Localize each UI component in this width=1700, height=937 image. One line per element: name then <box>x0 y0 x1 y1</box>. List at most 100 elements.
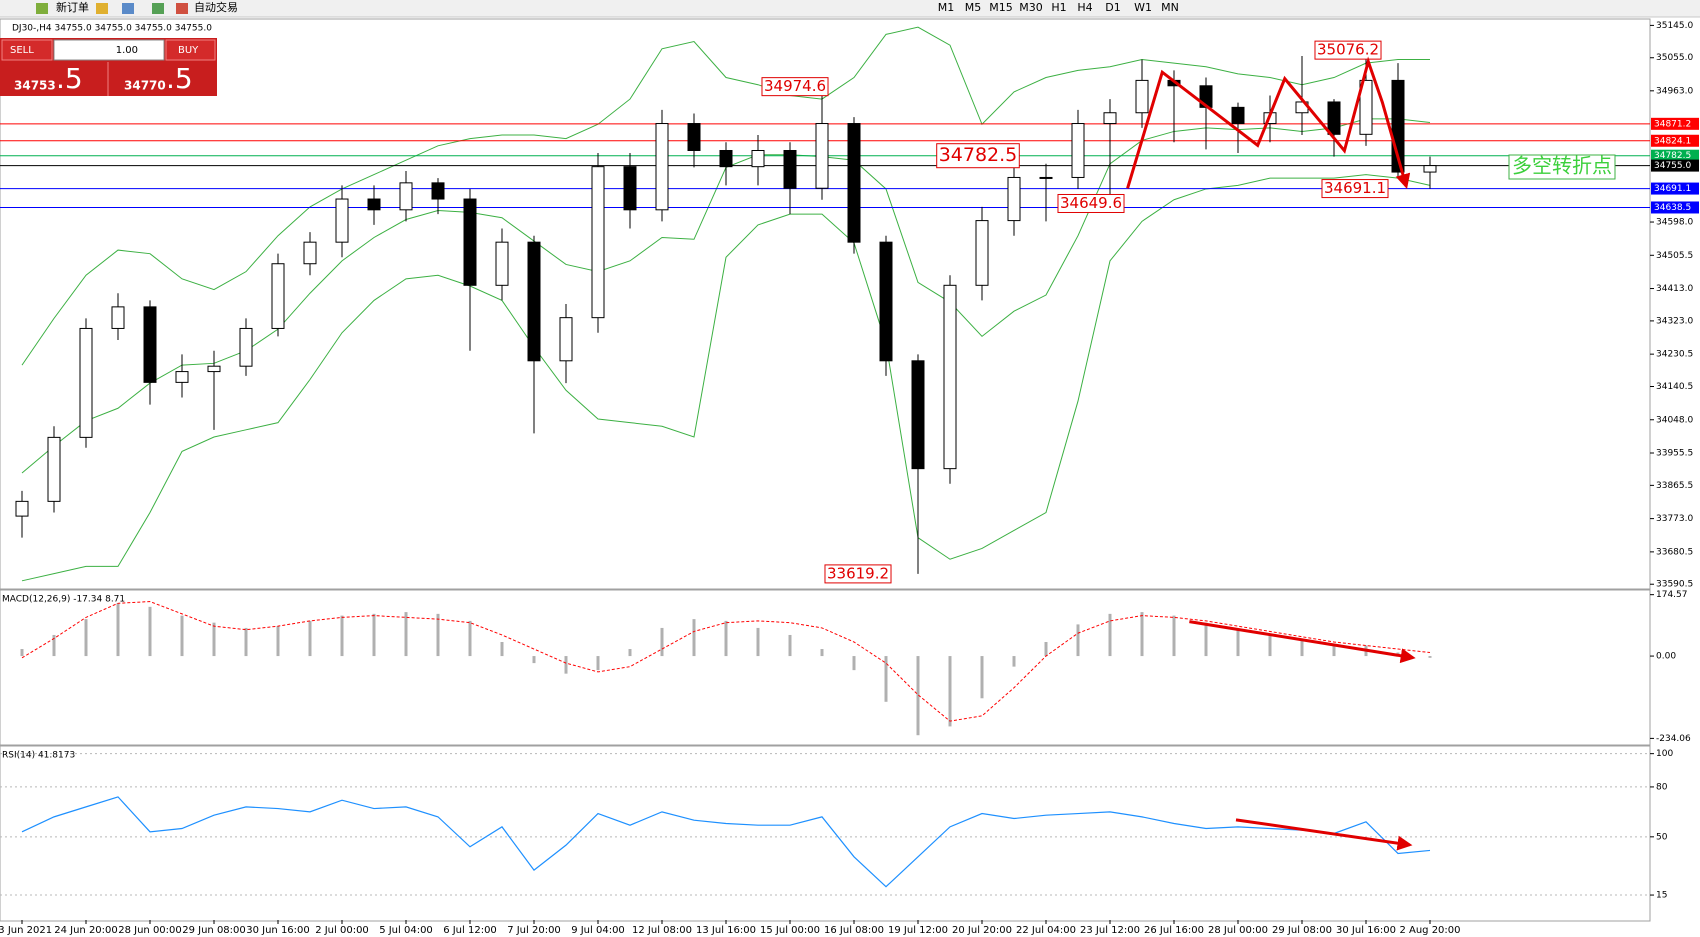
timeframe-button[interactable]: W1 <box>1134 1 1152 14</box>
x-tick-label: 20 Jul 20:00 <box>952 925 1012 936</box>
y-tick-label: 100 <box>1656 749 1673 759</box>
y-tick-label: 80 <box>1656 782 1668 792</box>
y-tick-label: 35055.0 <box>1656 53 1693 63</box>
macd-bar <box>500 642 504 657</box>
y-tick-label: 15 <box>1656 891 1667 901</box>
candle-body <box>1039 176 1053 179</box>
x-tick-label: 16 Jul 08:00 <box>824 925 884 936</box>
macd-bar <box>820 649 824 657</box>
candle-body <box>623 166 637 211</box>
macd-bar <box>212 622 216 657</box>
macd-bar <box>692 619 696 657</box>
toolbar-button[interactable]: 新订单 <box>56 0 89 14</box>
candle-body <box>1071 123 1085 178</box>
x-tick-label: 23 Jul 12:00 <box>1080 925 1140 936</box>
bollinger-lower <box>21 174 1431 582</box>
buy-label[interactable]: BUY <box>178 45 199 56</box>
candle-body <box>1135 79 1149 114</box>
bollinger-upper <box>21 26 1430 366</box>
candle-body <box>815 123 829 189</box>
candle-body <box>239 327 253 367</box>
sell-button[interactable] <box>1 39 53 61</box>
y-tick-label: 33773.0 <box>1656 514 1693 524</box>
x-tick-label: 2 Jul 00:00 <box>315 925 369 936</box>
sell-label[interactable]: SELL <box>10 45 34 56</box>
macd-bar <box>52 634 56 657</box>
timeframe-button[interactable]: M30 <box>1019 1 1043 14</box>
sell-price-fraction[interactable]: .5 <box>56 62 83 95</box>
macd-bar <box>532 656 536 664</box>
trend-arrow <box>1189 620 1416 664</box>
y-tick-label: 34598.0 <box>1656 218 1693 228</box>
panel-title: MACD(12,26,9) -17.34 8.71 <box>2 595 125 605</box>
y-tick-label: 0.00 <box>1656 652 1676 662</box>
y-tick-label: 34230.5 <box>1656 350 1693 360</box>
timeframe-button[interactable]: D1 <box>1105 1 1120 14</box>
rsi-line <box>21 796 1431 888</box>
y-tick-label: 33865.5 <box>1656 481 1693 491</box>
level-label-bg <box>1651 149 1699 162</box>
annotation-box <box>936 143 1020 169</box>
candle-body <box>559 317 573 362</box>
toolbar-icon[interactable] <box>36 3 48 14</box>
candle-body <box>1007 176 1021 222</box>
macd-panel <box>0 589 1651 746</box>
timeframe-button[interactable]: M5 <box>965 1 982 14</box>
candle-body <box>879 241 893 362</box>
y-tick-label: 174.57 <box>1656 590 1688 600</box>
candle-body <box>15 500 29 517</box>
timeframe-button[interactable]: H4 <box>1077 1 1092 14</box>
candle-body <box>463 198 477 286</box>
candle-body <box>1423 165 1437 173</box>
macd-bar <box>788 634 792 657</box>
price-annotation: 34691.1 <box>1324 179 1386 197</box>
timeframe-button[interactable]: H1 <box>1051 1 1066 14</box>
y-tick-label: 33590.5 <box>1656 580 1693 590</box>
x-tick-label: 22 Jul 04:00 <box>1016 925 1076 936</box>
buy-price[interactable]: 34770 <box>124 79 166 93</box>
toolbar-icon[interactable] <box>152 3 164 14</box>
candle-body <box>1327 101 1341 135</box>
candle-body <box>431 182 445 200</box>
candle-body <box>751 149 765 168</box>
level-label: 34782.5 <box>1654 151 1691 161</box>
price-panel <box>0 18 1651 590</box>
sell-price[interactable]: 34753 <box>14 79 56 93</box>
candle-body <box>207 365 221 373</box>
x-tick-label: 2 Aug 20:00 <box>1399 925 1460 936</box>
toolbar-icon[interactable] <box>176 3 188 14</box>
toolbar-button[interactable]: 自动交易 <box>194 0 238 14</box>
macd-bar <box>1204 622 1208 657</box>
buy-button[interactable] <box>165 39 216 61</box>
toolbar-icon[interactable] <box>96 3 108 14</box>
toolbar-icon[interactable] <box>122 3 134 14</box>
candle-body <box>367 198 381 211</box>
y-tick-label: 35145.0 <box>1656 21 1693 31</box>
candle-body <box>495 241 509 286</box>
macd-bar <box>1428 656 1432 658</box>
x-tick-label: 26 Jul 16:00 <box>1144 925 1204 936</box>
y-tick-label: 33955.5 <box>1656 449 1693 459</box>
price-annotation: 34974.6 <box>764 77 826 95</box>
x-tick-label: 23 Jun 2021 <box>0 925 52 936</box>
x-tick-label: 13 Jul 16:00 <box>696 925 756 936</box>
annotation-box <box>824 564 892 584</box>
candle-body <box>655 123 669 211</box>
panel-title: RSI(14) 41.8173 <box>2 751 75 761</box>
lots-input[interactable] <box>53 39 165 61</box>
timeframe-button[interactable]: M1 <box>938 1 955 14</box>
timeframe-button[interactable]: M15 <box>989 1 1013 14</box>
macd-bar <box>1332 643 1336 657</box>
timeframe-button[interactable]: MN <box>1161 1 1179 14</box>
macd-bar <box>276 626 280 657</box>
macd-bar <box>340 615 344 657</box>
buy-price-fraction[interactable]: .5 <box>166 62 193 95</box>
annotation-box <box>1314 40 1382 60</box>
candle-body <box>911 360 925 470</box>
macd-bar <box>1108 613 1112 657</box>
lots-value[interactable]: 1.00 <box>116 45 138 56</box>
price-annotation: 34782.5 <box>939 144 1018 166</box>
price-annotation: 35076.2 <box>1317 41 1379 59</box>
